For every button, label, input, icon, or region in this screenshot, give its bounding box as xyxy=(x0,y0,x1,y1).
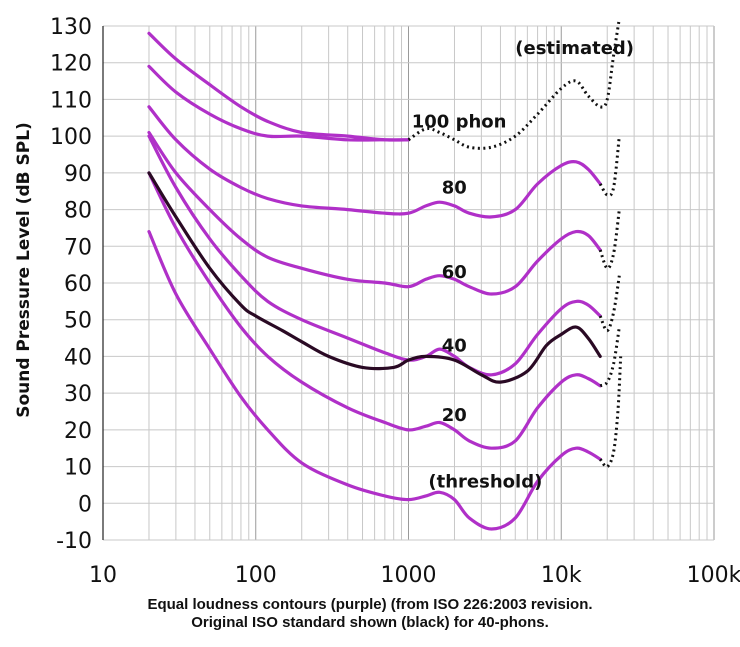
caption-line-2: Original ISO standard shown (black) for … xyxy=(191,614,549,631)
y-axis-label: Sound Pressure Level (dB SPL) xyxy=(14,122,34,418)
x-tick-label: 100k xyxy=(687,563,740,588)
x-tick-label: 10k xyxy=(541,563,582,588)
estimated-dotted-line xyxy=(598,275,621,333)
y-tick-label: 120 xyxy=(50,52,92,77)
y-tick-label: -10 xyxy=(56,529,92,554)
curve-annotation-label: (estimated) xyxy=(515,38,634,59)
estimated-dotted-line xyxy=(598,135,621,197)
curve-annotation-label: 20 xyxy=(442,405,467,426)
purple-contour-line xyxy=(147,31,411,142)
y-tick-label: 100 xyxy=(50,125,92,150)
iso-original-40-phon-line xyxy=(147,171,602,384)
purple-contour-line xyxy=(147,230,602,531)
purple-contour-line xyxy=(147,130,602,296)
y-tick-label: 50 xyxy=(64,309,92,334)
axis-layer: -10 0 10 20 30 40 50 60 70 80 90 100 110 120 130 10 100 1… xyxy=(50,15,740,588)
y-tick-label: 70 xyxy=(64,235,92,260)
purple-contour-line xyxy=(147,134,602,377)
estimated-dotted-line xyxy=(599,356,623,469)
curve-annotation-label: 80 xyxy=(442,178,467,199)
y-tick-label: 0 xyxy=(78,492,92,517)
purple-contour-line xyxy=(147,105,602,219)
x-tick-label: 100 xyxy=(235,563,277,588)
y-tick-label: 40 xyxy=(64,345,92,370)
y-tick-label: 80 xyxy=(64,199,92,224)
curve-annotation-label: 100 phon xyxy=(412,111,507,132)
series-layer xyxy=(147,18,623,531)
y-tick-label: 60 xyxy=(64,272,92,297)
equal-loudness-chart: -10 0 10 20 30 40 50 60 70 80 90 100 110 120 130 10 100 1… xyxy=(14,15,740,588)
annotation-layer: (estimated) 100 phon 80 60 40 20 (threshold) xyxy=(412,38,634,492)
y-tick-label: 30 xyxy=(64,382,92,407)
estimated-dotted-line xyxy=(598,209,621,270)
purple-contour-line xyxy=(147,171,602,450)
grid-layer xyxy=(102,25,715,541)
x-tick-label: 1000 xyxy=(381,563,437,588)
x-tick-label: 10 xyxy=(89,563,117,588)
curve-annotation-label: (threshold) xyxy=(428,471,542,492)
curve-annotation-label: 60 xyxy=(442,262,467,283)
y-tick-label: 10 xyxy=(64,456,92,481)
y-tick-label: 110 xyxy=(50,88,92,113)
y-tick-label: 130 xyxy=(50,15,92,40)
purple-contour-line xyxy=(147,64,411,142)
y-tick-label: 20 xyxy=(64,419,92,444)
curve-annotation-label: 40 xyxy=(442,335,467,356)
y-tick-label: 90 xyxy=(64,162,92,187)
estimated-dotted-line xyxy=(407,18,621,150)
caption-line-1: Equal loudness contours (purple) (from I… xyxy=(147,596,593,613)
